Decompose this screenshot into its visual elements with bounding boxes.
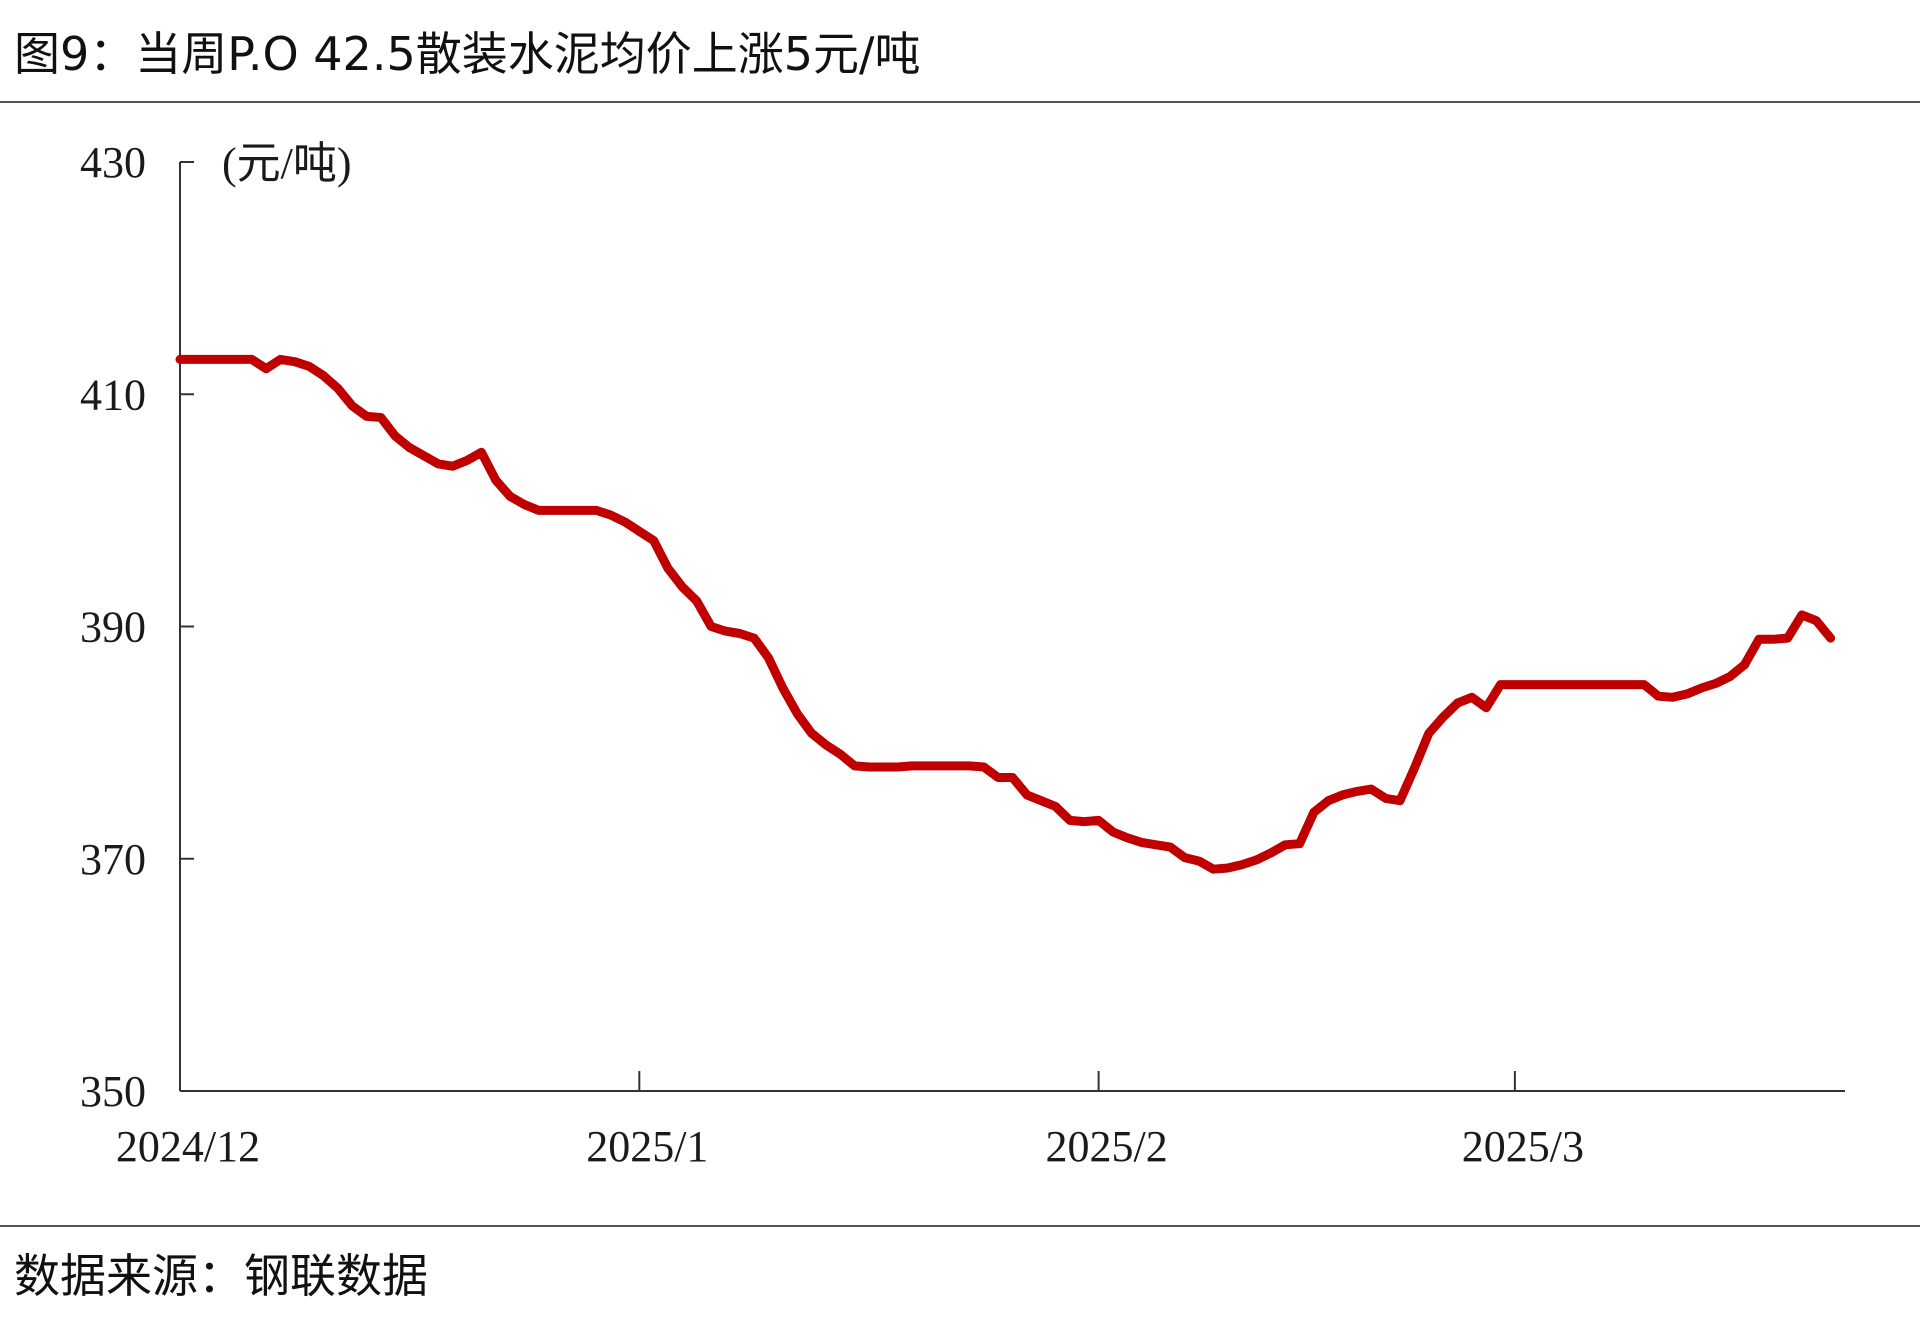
x-tick-label: 2025/3 xyxy=(1462,1122,1584,1171)
y-tick-label: 410 xyxy=(80,370,146,419)
x-axis: 2024/12 2025/1 2025/2 2025/3 xyxy=(116,1071,1845,1171)
figure-title: 图9：当周P.O 42.5散装水泥均价上涨5元/吨 xyxy=(14,27,921,81)
x-tick-label: 2025/2 xyxy=(1046,1122,1168,1171)
series-line-0 xyxy=(175,354,1836,874)
y-tick-label: 370 xyxy=(80,835,146,884)
series-layer xyxy=(175,354,1836,874)
y-tick-label: 430 xyxy=(80,138,146,187)
x-tick-label: 2024/12 xyxy=(116,1122,260,1171)
y-tick-label: 350 xyxy=(80,1067,146,1116)
figure-source: 数据来源：钢联数据 xyxy=(14,1249,428,1303)
y-axis-unit-label: (元/吨) xyxy=(222,139,352,188)
y-axis: 350 370 390 410 430 xyxy=(80,138,194,1116)
y-tick-label: 390 xyxy=(80,603,146,652)
title-rule xyxy=(0,101,1920,103)
source-rule xyxy=(0,1225,1920,1227)
x-tick-label: 2025/1 xyxy=(586,1122,708,1171)
